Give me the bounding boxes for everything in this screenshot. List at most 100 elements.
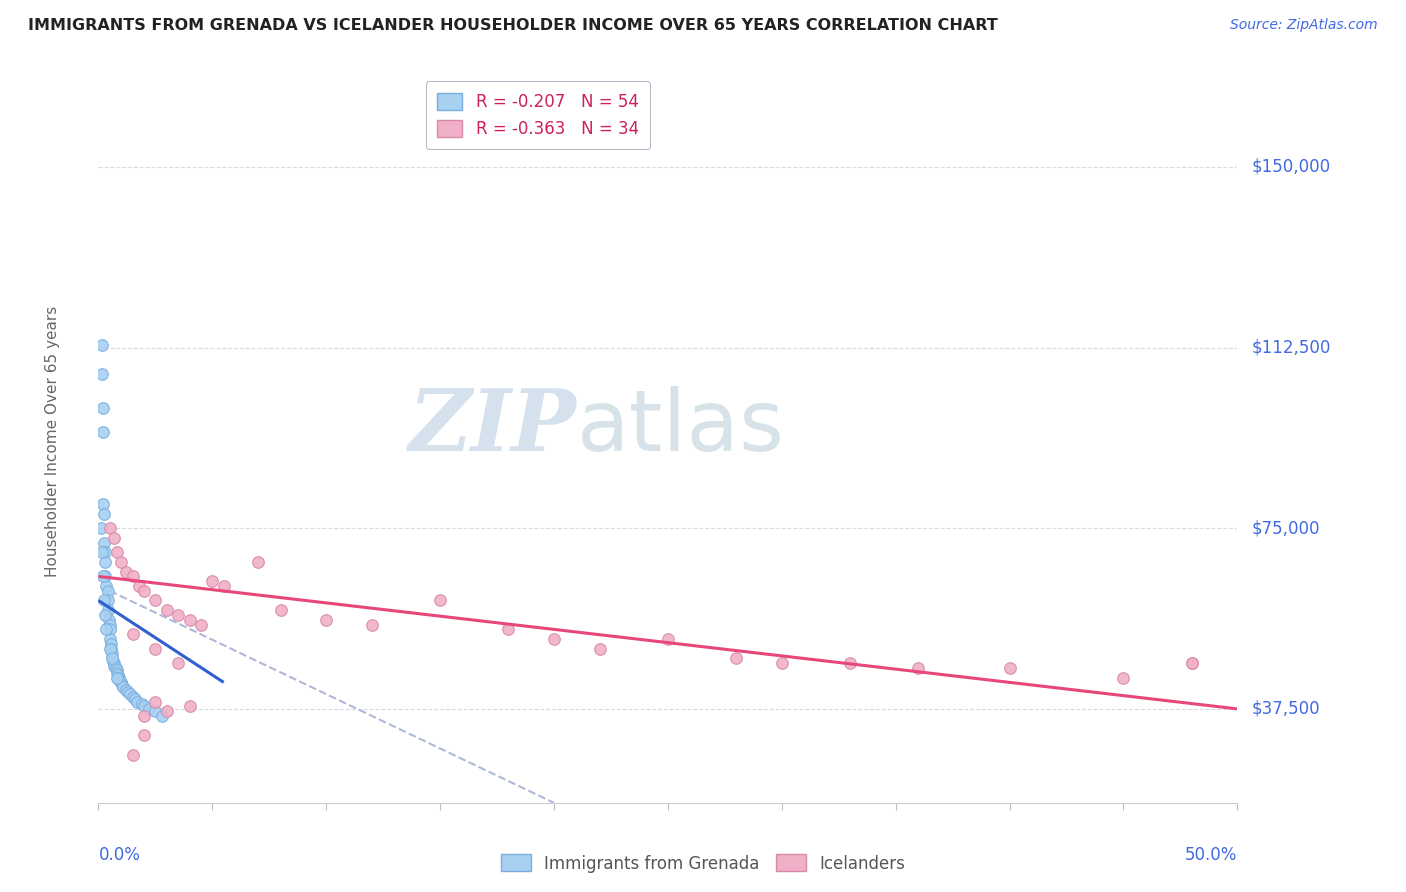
Text: 50.0%: 50.0% — [1185, 847, 1237, 864]
Point — [93, 535, 115, 549]
Point — [101, 651, 124, 665]
Point — [121, 747, 143, 762]
Point — [104, 661, 127, 675]
Text: $37,500: $37,500 — [1251, 700, 1320, 718]
Point — [90, 367, 112, 381]
Point — [105, 664, 128, 678]
Text: Source: ZipAtlas.com: Source: ZipAtlas.com — [1230, 18, 1378, 32]
Point — [907, 661, 929, 675]
Point — [96, 579, 118, 593]
Point — [270, 603, 292, 617]
Point — [315, 613, 337, 627]
Point — [725, 651, 748, 665]
Point — [108, 671, 131, 685]
Point — [132, 709, 155, 723]
Point — [98, 617, 121, 632]
Text: ZIP: ZIP — [409, 385, 576, 469]
Point — [124, 692, 146, 706]
Point — [94, 607, 117, 622]
Point — [100, 641, 122, 656]
Point — [179, 699, 201, 714]
Point — [114, 565, 136, 579]
Point — [128, 579, 150, 593]
Point — [91, 425, 114, 439]
Point — [96, 623, 118, 637]
Point — [98, 632, 121, 646]
Point — [1112, 671, 1135, 685]
Point — [98, 521, 121, 535]
Point — [150, 709, 173, 723]
Point — [132, 583, 155, 598]
Point — [111, 678, 134, 692]
Point — [145, 704, 167, 718]
Point — [91, 497, 114, 511]
Point — [90, 545, 112, 559]
Point — [103, 658, 125, 673]
Point — [132, 728, 155, 742]
Point — [110, 555, 132, 569]
Point — [212, 579, 235, 593]
Point — [107, 668, 129, 682]
Point — [100, 637, 122, 651]
Point — [156, 704, 179, 718]
Point — [110, 675, 132, 690]
Point — [96, 603, 118, 617]
Point — [145, 695, 167, 709]
Point — [121, 569, 143, 583]
Point — [588, 641, 610, 656]
Point — [360, 617, 382, 632]
Point — [167, 607, 190, 622]
Legend: Immigrants from Grenada, Icelanders: Immigrants from Grenada, Icelanders — [494, 847, 912, 880]
Point — [132, 699, 155, 714]
Point — [429, 593, 451, 607]
Point — [96, 593, 118, 607]
Point — [91, 569, 114, 583]
Point — [117, 685, 139, 699]
Text: IMMIGRANTS FROM GRENADA VS ICELANDER HOUSEHOLDER INCOME OVER 65 YEARS CORRELATIO: IMMIGRANTS FROM GRENADA VS ICELANDER HOU… — [28, 18, 998, 33]
Point — [120, 687, 142, 701]
Text: Householder Income Over 65 years: Householder Income Over 65 years — [45, 306, 60, 577]
Point — [190, 617, 212, 632]
Text: atlas: atlas — [576, 385, 785, 468]
Point — [91, 401, 114, 415]
Point — [1181, 656, 1204, 670]
Point — [90, 521, 112, 535]
Point — [101, 647, 124, 661]
Point — [770, 656, 793, 670]
Point — [131, 697, 153, 711]
Text: $75,000: $75,000 — [1251, 519, 1320, 537]
Point — [108, 673, 131, 687]
Point — [101, 651, 124, 665]
Text: $150,000: $150,000 — [1251, 158, 1330, 176]
Point — [94, 555, 117, 569]
Point — [97, 613, 120, 627]
Text: $112,500: $112,500 — [1251, 339, 1330, 357]
Point — [105, 665, 128, 680]
Point — [246, 555, 269, 569]
Point — [179, 613, 201, 627]
Point — [543, 632, 565, 646]
Point — [94, 545, 117, 559]
Point — [105, 545, 128, 559]
Point — [98, 623, 121, 637]
Point — [96, 583, 118, 598]
Point — [121, 627, 143, 641]
Point — [121, 690, 143, 704]
Point — [98, 641, 121, 656]
Point — [998, 661, 1021, 675]
Point — [103, 656, 125, 670]
Point — [103, 531, 125, 545]
Point — [94, 569, 117, 583]
Legend: R = -0.207   N = 54, R = -0.363   N = 34: R = -0.207 N = 54, R = -0.363 N = 34 — [426, 81, 651, 149]
Point — [145, 641, 167, 656]
Point — [90, 338, 112, 352]
Point — [127, 695, 149, 709]
Text: 0.0%: 0.0% — [98, 847, 141, 864]
Point — [93, 507, 115, 521]
Point — [657, 632, 679, 646]
Point — [498, 623, 520, 637]
Point — [103, 654, 125, 668]
Point — [112, 680, 135, 694]
Point — [839, 656, 862, 670]
Point — [114, 682, 136, 697]
